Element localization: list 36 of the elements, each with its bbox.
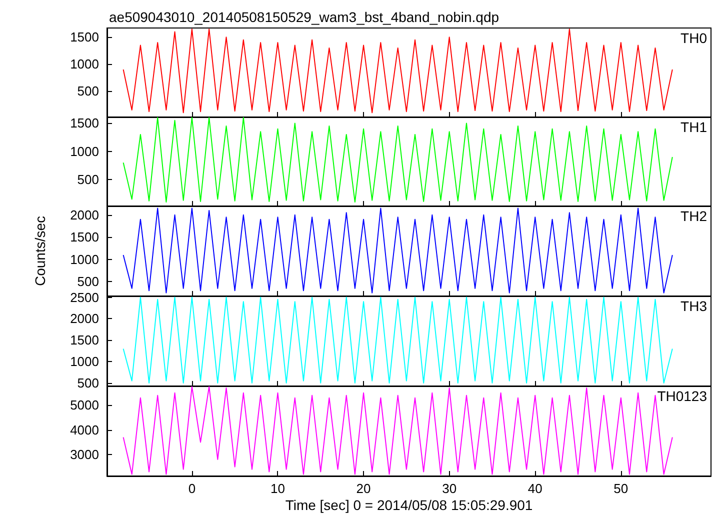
x-tick-label: 30 [442,481,457,496]
y-tick-label: 1500 [70,30,99,45]
y-tick-label: 2000 [70,311,99,326]
y-tick-label: 500 [77,84,99,99]
annotation: TH0123 [657,388,708,404]
x-tick-label: 50 [614,481,628,496]
y-tick-label: 1000 [70,144,99,159]
line-series [122,117,673,203]
annotation: TH2 [680,208,708,224]
y-tick-label: 1000 [70,354,99,370]
y-tick-label: 3000 [70,447,99,462]
y-tick-label: 500 [77,172,99,188]
y-tick-label: 1500 [70,230,99,245]
x-tick-label: 20 [356,481,371,496]
y-tick-label: 4000 [70,422,99,438]
x-axis-title: Time [sec] 0 = 2014/05/08 15:05:29.901 [285,497,533,513]
y-tick-label: 1500 [70,116,99,131]
line-series [122,296,673,384]
annotation: TH3 [680,298,708,314]
annotation: TH1 [680,119,708,135]
y-tick-label: 2000 [70,207,99,222]
y-tick-label: 1500 [70,332,99,348]
y-tick-label: 1000 [70,252,99,267]
x-tick-label: 10 [270,481,285,496]
x-tick-label: 0 [188,481,196,496]
y-tick-label: 2500 [70,290,99,305]
annotation: TH0 [680,30,708,46]
y-tick-label: 500 [77,274,99,290]
y-axis-title: Counts/sec [32,216,48,286]
y-tick-label: 1000 [70,56,99,72]
y-tick-label: 500 [77,376,99,390]
y-tick-label: 5000 [70,398,99,413]
chart-title: ae509043010_20140508150529_wam3_bst_4band_nobin.qdp [109,9,500,25]
x-tick-label: 40 [528,481,542,496]
line-series [122,28,673,114]
line-series [122,208,673,294]
